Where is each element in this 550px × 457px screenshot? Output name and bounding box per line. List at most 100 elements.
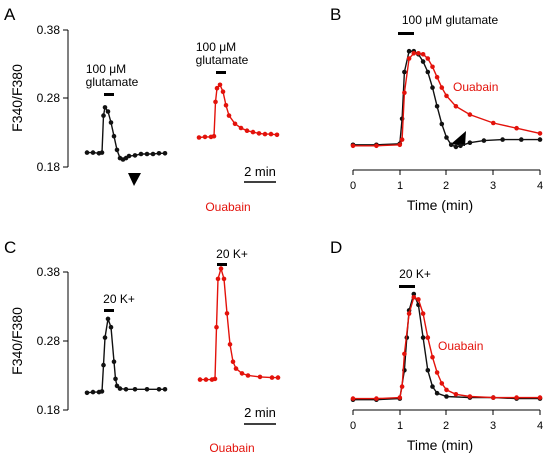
y-tick-label-a-3: 0.18 (37, 160, 61, 174)
data-point-panel-c-control (113, 376, 118, 382)
data-point-panel-c-ouabain (224, 311, 230, 316)
data-point-panel-b-control (420, 59, 426, 64)
x-axis-label-b: Time (min) (407, 197, 473, 213)
data-point-panel-b-control (481, 138, 487, 143)
stim-label-c-ouabain: 20 K+ (216, 247, 248, 261)
data-point-panel-b-control (467, 140, 473, 145)
stim-label-a-ouabain-2: glutamate (196, 53, 249, 67)
y-axis-label-c: F340/F380 (9, 307, 25, 375)
y-tick-label-c-3: 0.18 (37, 403, 61, 417)
data-point-panel-a-control (126, 153, 132, 159)
data-point-panel-d-ouabain (537, 395, 543, 400)
data-point-panel-b-ouabain (439, 85, 445, 90)
data-point-panel-d-ouabain (397, 395, 403, 400)
data-point-panel-d-ouabain (411, 295, 417, 300)
data-point-panel-a-control (99, 150, 105, 155)
data-point-panel-b-control (439, 121, 445, 127)
panel-letter-c: C (4, 238, 16, 257)
data-point-panel-b-ouabain (430, 64, 435, 70)
data-point-panel-c-ouabain (245, 373, 251, 378)
data-point-panel-d-control (430, 384, 435, 389)
data-point-panel-c-ouabain (230, 359, 236, 365)
data-point-panel-c-ouabain (212, 376, 218, 382)
data-point-panel-c-ouabain (233, 366, 239, 371)
data-point-panel-c-control (117, 386, 123, 391)
stim-bar-b (398, 32, 414, 35)
stim-bar-a-control (104, 93, 114, 96)
data-point-panel-d-ouabain (402, 351, 407, 357)
data-point-panel-b-ouabain (491, 120, 496, 126)
data-point-panel-b-control (519, 137, 524, 142)
data-point-panel-d-ouabain (467, 394, 473, 399)
data-point-panel-a-ouabain (250, 129, 256, 135)
ouabain-label-b: Ouabain (453, 80, 498, 94)
data-point-panel-d-ouabain (399, 384, 405, 389)
data-point-panel-b-ouabain (399, 137, 405, 142)
data-point-panel-c-control (108, 324, 114, 330)
data-point-panel-b-ouabain (434, 74, 440, 80)
data-point-panel-c-control (162, 387, 168, 392)
y-tick-label-c-1: 0.38 (37, 265, 61, 279)
stim-label-a-control-1: 100 μM (86, 62, 126, 76)
data-point-panel-d-ouabain (439, 381, 445, 386)
data-point-panel-a-ouabain (226, 113, 232, 118)
data-point-panel-d-control (425, 368, 431, 373)
data-point-panel-c-control (84, 390, 90, 396)
data-point-panel-b-control (406, 48, 412, 54)
data-point-panel-c-ouabain (239, 371, 245, 376)
data-point-panel-a-control (162, 151, 168, 156)
stim-bar-d (399, 285, 415, 288)
stim-bar-c-ouabain (217, 263, 227, 266)
ouabain-label-a: Ouabain (205, 200, 250, 214)
stim-label-d: 20 K+ (399, 267, 431, 281)
series-line-panel-c-control (86, 316, 165, 394)
data-point-panel-a-ouabain (262, 131, 268, 137)
data-point-panel-c-control (114, 383, 120, 389)
series-line-panel-b-control (353, 50, 540, 148)
data-point-panel-b-ouabain (416, 51, 421, 56)
data-point-panel-a-control (132, 153, 138, 158)
data-point-panel-a-ouabain (223, 103, 229, 108)
data-point-panel-d-ouabain (350, 396, 356, 401)
data-point-panel-c-control (101, 362, 106, 368)
x-tick-label-b-0: 0 (350, 180, 356, 192)
x-tick-label-b-1: 1 (397, 180, 403, 192)
data-point-panel-a-ouabain (220, 89, 226, 94)
data-point-panel-b-control (444, 135, 449, 140)
data-point-panel-c-ouabain (221, 276, 227, 282)
y-tick-label-c-2: 0.28 (37, 334, 61, 348)
data-point-panel-d-control (420, 335, 426, 340)
series-line-panel-a-ouabain (198, 83, 278, 139)
data-point-panel-a-control (156, 151, 162, 156)
data-point-panel-b-control (448, 142, 454, 148)
data-point-panel-b-ouabain (397, 142, 403, 148)
data-point-panel-a-ouabain (268, 131, 274, 137)
data-point-panel-b-control (537, 137, 543, 142)
y-tick-label-a-2: 0.28 (37, 91, 61, 105)
panel-letter-d: D (330, 238, 342, 257)
data-point-panel-d-ouabain (434, 370, 440, 375)
data-point-panel-c-control (144, 387, 150, 392)
x-tick-label-d-2: 2 (443, 420, 449, 432)
stim-bar-a-ouabain (216, 71, 226, 74)
arrowhead-b (451, 131, 466, 146)
data-point-panel-a-control (84, 150, 90, 155)
data-point-panel-d-control (411, 291, 417, 297)
data-point-panel-c-ouabain (257, 374, 263, 380)
data-point-panel-d-ouabain (453, 392, 459, 397)
ouabain-label-d: Ouabain (438, 339, 483, 353)
x-tick-label-d-4: 4 (537, 420, 543, 432)
data-point-panel-b-ouabain (402, 90, 407, 96)
data-point-panel-c-ouabain (214, 324, 219, 330)
data-point-panel-a-ouabain (196, 135, 202, 140)
data-point-panel-a-control (111, 133, 117, 139)
x-tick-label-d-0: 0 (350, 420, 356, 432)
data-point-panel-c-ouabain (218, 266, 224, 271)
data-point-panel-c-control (99, 389, 105, 394)
data-point-panel-a-ouabain (274, 132, 280, 138)
data-point-panel-d-control (444, 394, 449, 399)
data-point-panel-b-ouabain (467, 112, 473, 117)
x-tick-label-b-4: 4 (537, 180, 543, 192)
stim-label-a-ouabain-1: 100 μM (196, 40, 236, 54)
